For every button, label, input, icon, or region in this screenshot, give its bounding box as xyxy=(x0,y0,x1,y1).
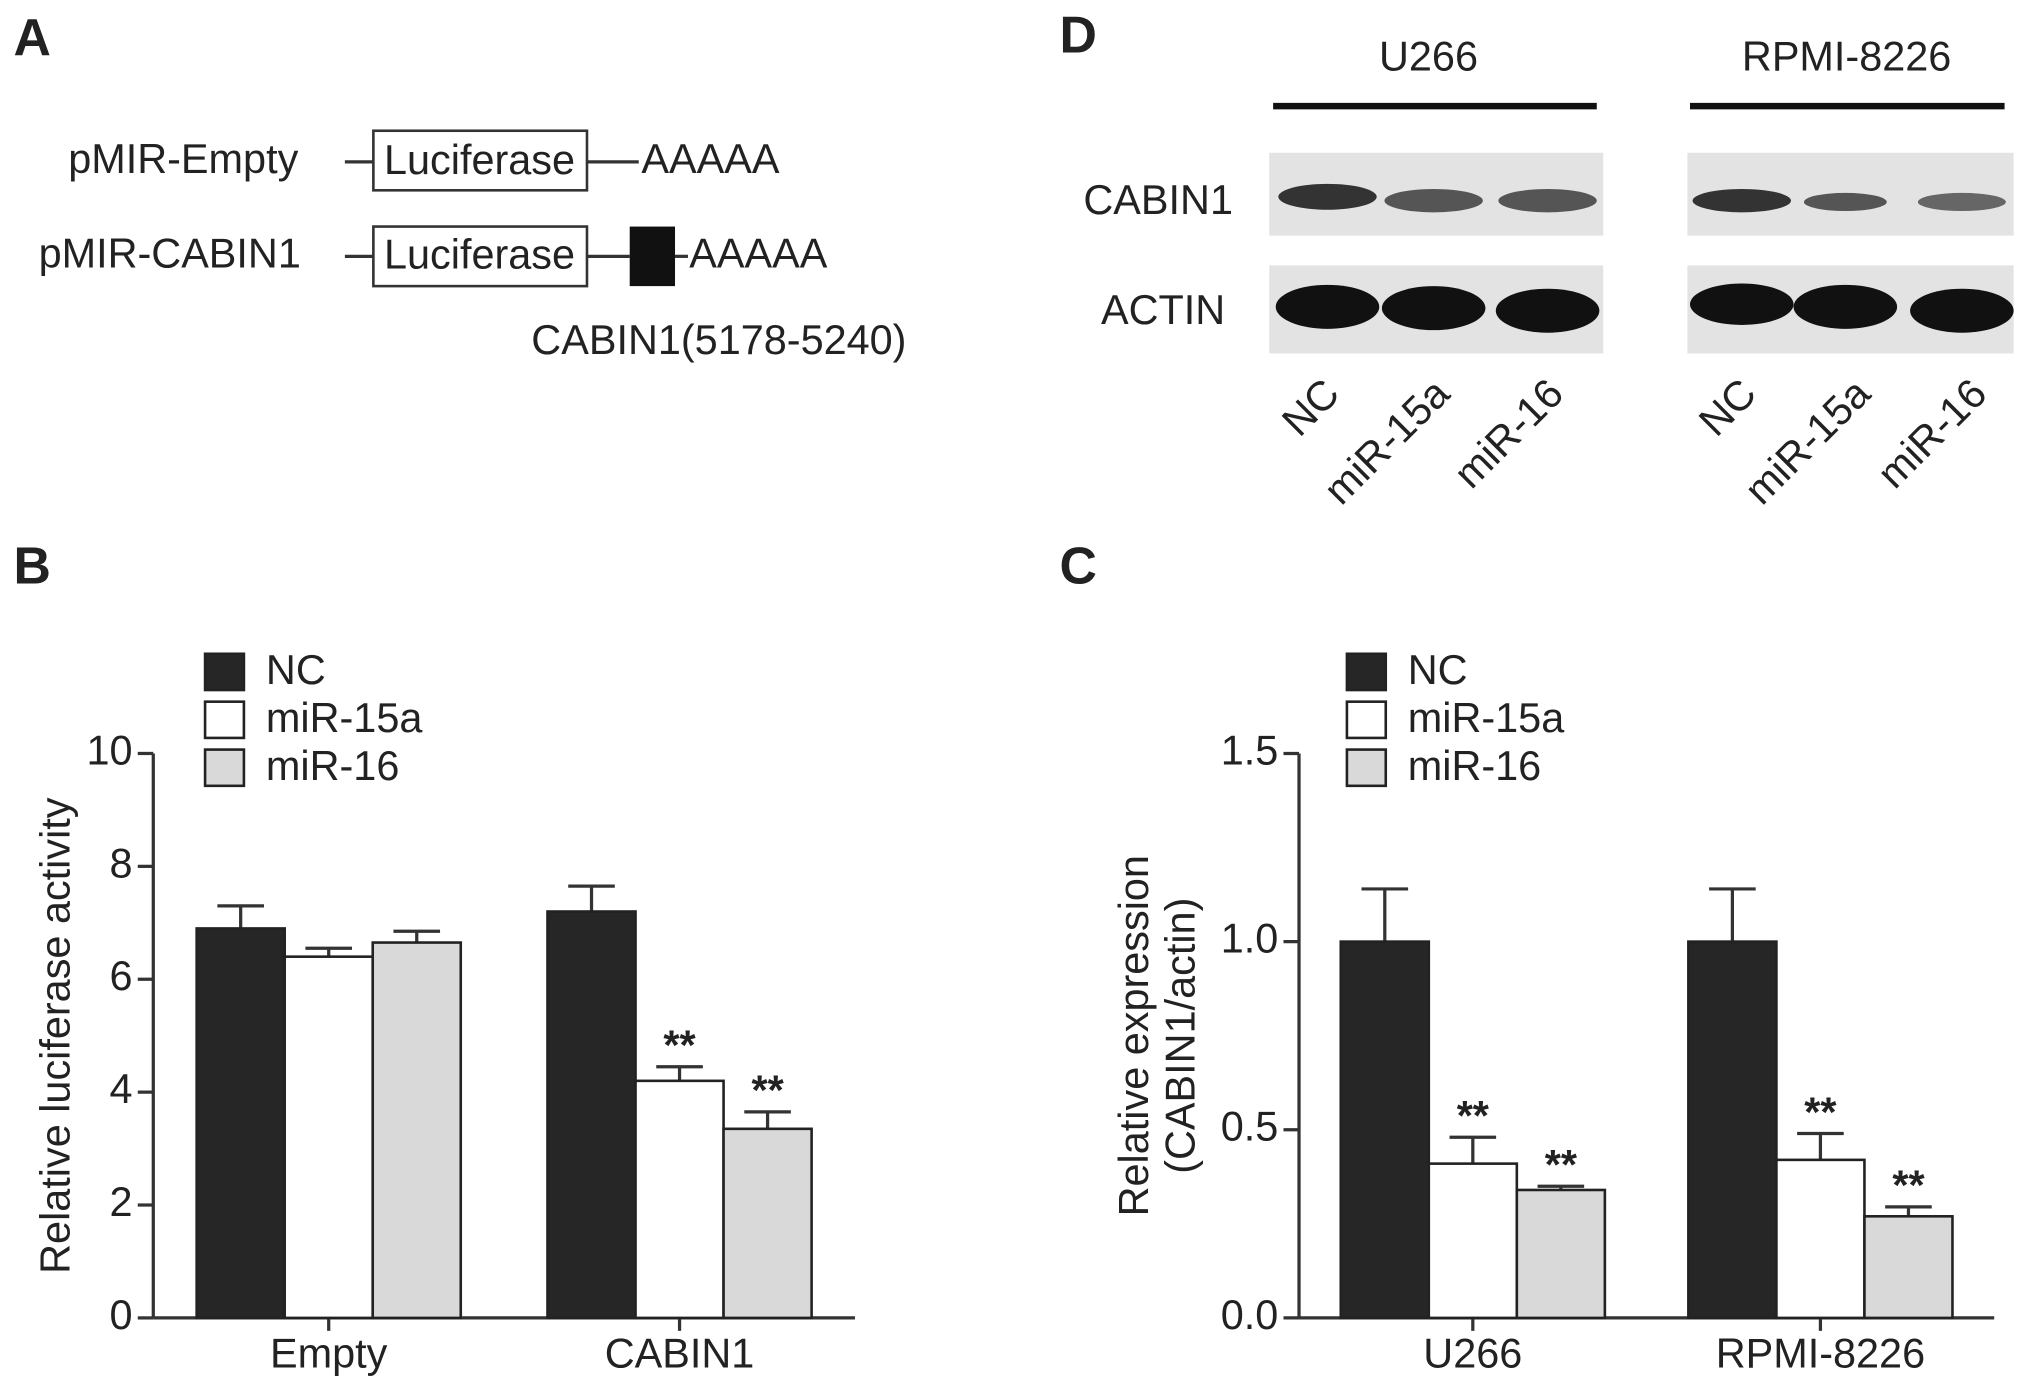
error-bar xyxy=(1361,887,1409,942)
y-tick-label: 8 xyxy=(110,840,133,886)
y-axis-label: Relative expression xyxy=(1111,855,1157,1216)
lane-label: miR-16 xyxy=(1868,370,1995,497)
panel-letter: A xyxy=(13,8,50,66)
x-tick-label: CABIN1 xyxy=(605,1331,755,1377)
y-tick-label: 6 xyxy=(110,953,133,999)
bar xyxy=(1863,1215,1954,1320)
significance: ** xyxy=(751,1068,784,1114)
error-bar xyxy=(568,884,615,912)
error-bar xyxy=(1449,1135,1497,1164)
y-tick-label: 0.0 xyxy=(1221,1292,1279,1338)
legend-swatch xyxy=(203,652,246,692)
bar xyxy=(195,927,286,1320)
legend-swatch xyxy=(1345,700,1388,740)
error-bar xyxy=(393,929,441,943)
lane-label: miR-15a xyxy=(1315,369,1459,513)
legend-swatch xyxy=(1345,652,1388,692)
lane-label: NC xyxy=(1690,370,1765,445)
poly-a: AAAAA xyxy=(689,230,827,276)
y-tick-label: 2 xyxy=(110,1179,133,1225)
insert-label: CABIN1(5178-5240) xyxy=(531,317,906,363)
significance: ** xyxy=(1892,1163,1925,1209)
bar xyxy=(546,910,637,1320)
lane-label: NC xyxy=(1273,370,1348,445)
error-bar xyxy=(1885,1205,1932,1217)
gene-box xyxy=(372,225,589,288)
insert-box xyxy=(629,226,676,287)
error-bar xyxy=(217,904,264,929)
legend-swatch xyxy=(203,748,246,788)
bar xyxy=(1687,940,1778,1320)
bar xyxy=(1427,1162,1519,1320)
x-tick-label: U266 xyxy=(1423,1331,1522,1377)
legend-label: NC xyxy=(266,647,326,693)
legend-swatch xyxy=(203,700,246,740)
construct-name: pMIR-Empty xyxy=(68,136,298,182)
y-tick-label: 10 xyxy=(87,727,133,773)
significance: ** xyxy=(663,1023,696,1069)
x-tick-label: Empty xyxy=(270,1331,388,1377)
lane-label: miR-15a xyxy=(1736,369,1880,513)
blot xyxy=(1269,152,2014,354)
significance: ** xyxy=(1545,1142,1578,1188)
poly-a: AAAAA xyxy=(641,136,779,182)
x-tick-label: RPMI-8226 xyxy=(1716,1331,1925,1377)
bar xyxy=(1515,1188,1607,1320)
lane-label: miR-16 xyxy=(1445,370,1572,497)
error-bar xyxy=(744,1110,791,1129)
bar xyxy=(634,1079,725,1320)
protein-label: CABIN1 xyxy=(1083,177,1233,223)
bar xyxy=(371,941,463,1320)
error-bar xyxy=(656,1065,703,1081)
y-tick-label: 1.0 xyxy=(1221,916,1279,962)
legend-label: miR-16 xyxy=(1408,743,1541,789)
error-bar xyxy=(1709,887,1756,942)
protein-label: ACTIN xyxy=(1101,287,1225,333)
significance: ** xyxy=(1457,1093,1490,1139)
y-tick-label: 1.5 xyxy=(1221,727,1279,773)
group-label: U266 xyxy=(1379,33,1478,79)
bar xyxy=(1339,940,1431,1320)
group-label: RPMI-8226 xyxy=(1742,33,1951,79)
legend-label: NC xyxy=(1408,647,1468,693)
gene-label: Luciferase xyxy=(384,232,575,278)
panel-letter: D xyxy=(1060,6,1097,64)
y-tick-label: 0 xyxy=(110,1292,133,1338)
panel-letter: B xyxy=(13,536,50,594)
legend-label: miR-16 xyxy=(266,743,399,789)
bar xyxy=(722,1127,813,1320)
error-bar xyxy=(305,946,353,957)
panel-letter: C xyxy=(1060,536,1097,594)
y-tick-label: 0.5 xyxy=(1221,1104,1279,1150)
significance: ** xyxy=(1804,1089,1837,1135)
error-bar xyxy=(1797,1131,1844,1160)
gene-label: Luciferase xyxy=(384,137,575,183)
bar xyxy=(1775,1158,1866,1320)
y-axis-label: (CABIN1/actin) xyxy=(1158,898,1204,1174)
y-tick-label: 4 xyxy=(110,1066,133,1112)
legend-swatch xyxy=(1345,748,1388,788)
bar xyxy=(283,955,375,1320)
legend-label: miR-15a xyxy=(1408,695,1565,741)
legend-label: miR-15a xyxy=(266,695,423,741)
y-axis-label: Relative luciferase activity xyxy=(33,797,79,1274)
construct-name: pMIR-CABIN1 xyxy=(39,230,301,276)
